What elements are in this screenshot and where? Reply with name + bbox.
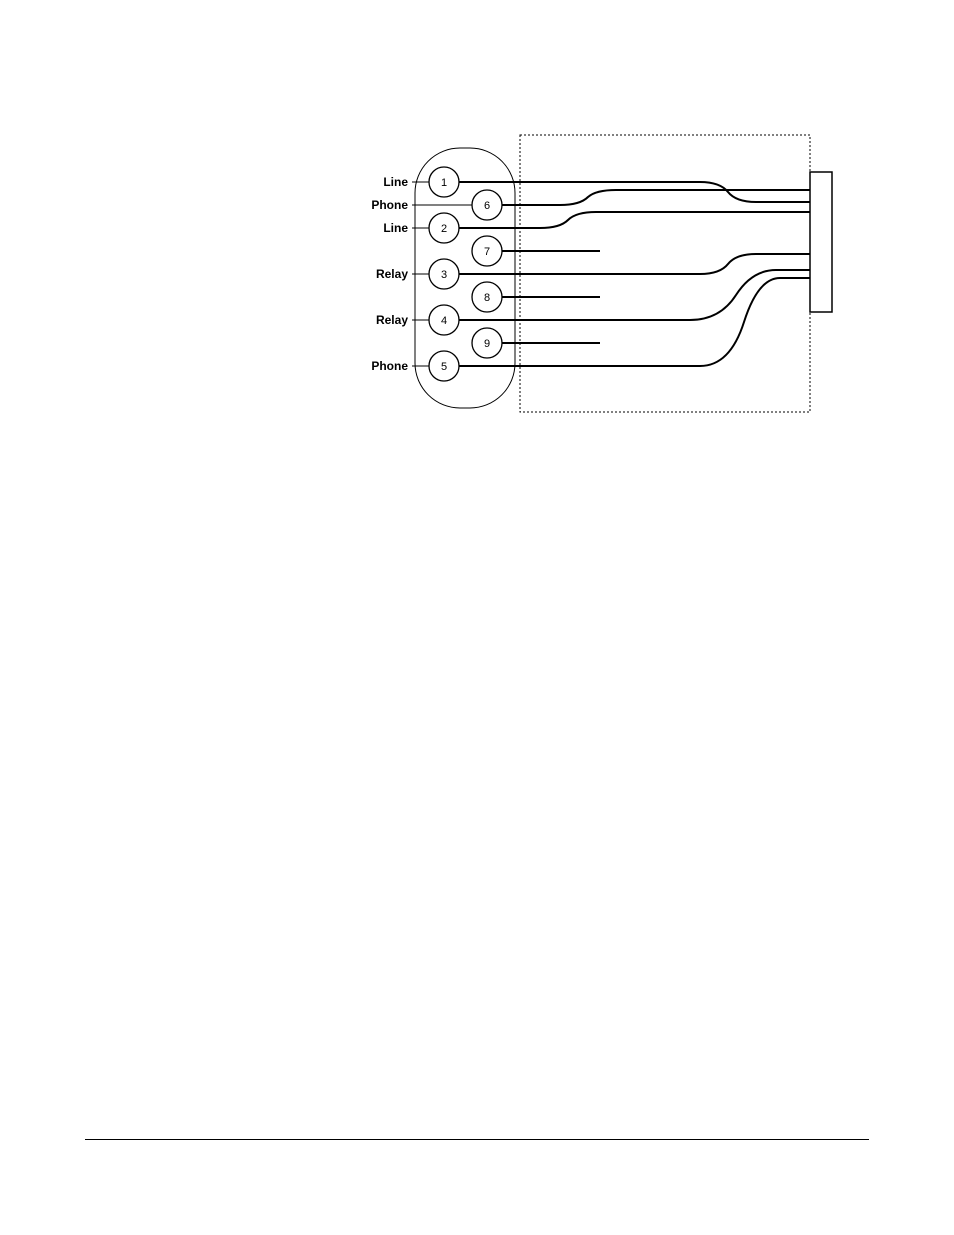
page: 1 2 3 4 5 6 7 8 9 Line Line [0, 0, 954, 1235]
pin-1-num: 1 [441, 177, 447, 189]
pin-3-num: 3 [441, 269, 447, 281]
label-pin1: Line [383, 175, 408, 189]
pin-8-num: 8 [484, 292, 490, 304]
pin-2-num: 2 [441, 223, 447, 235]
footer-rule [85, 1139, 869, 1140]
label-pin6: Phone [371, 198, 408, 212]
rj-block [810, 172, 832, 312]
pin-4-num: 4 [441, 315, 447, 327]
pin-5-num: 5 [441, 361, 447, 373]
pin-6-num: 6 [484, 200, 490, 212]
pin-9-num: 9 [484, 338, 490, 350]
wiring-diagram: 1 2 3 4 5 6 7 8 9 Line Line [0, 0, 954, 1235]
pin-7-num: 7 [484, 246, 490, 258]
label-pin2: Line [383, 221, 408, 235]
label-pin4: Relay [376, 313, 408, 327]
label-pin3: Relay [376, 267, 408, 281]
label-pin5: Phone [371, 359, 408, 373]
